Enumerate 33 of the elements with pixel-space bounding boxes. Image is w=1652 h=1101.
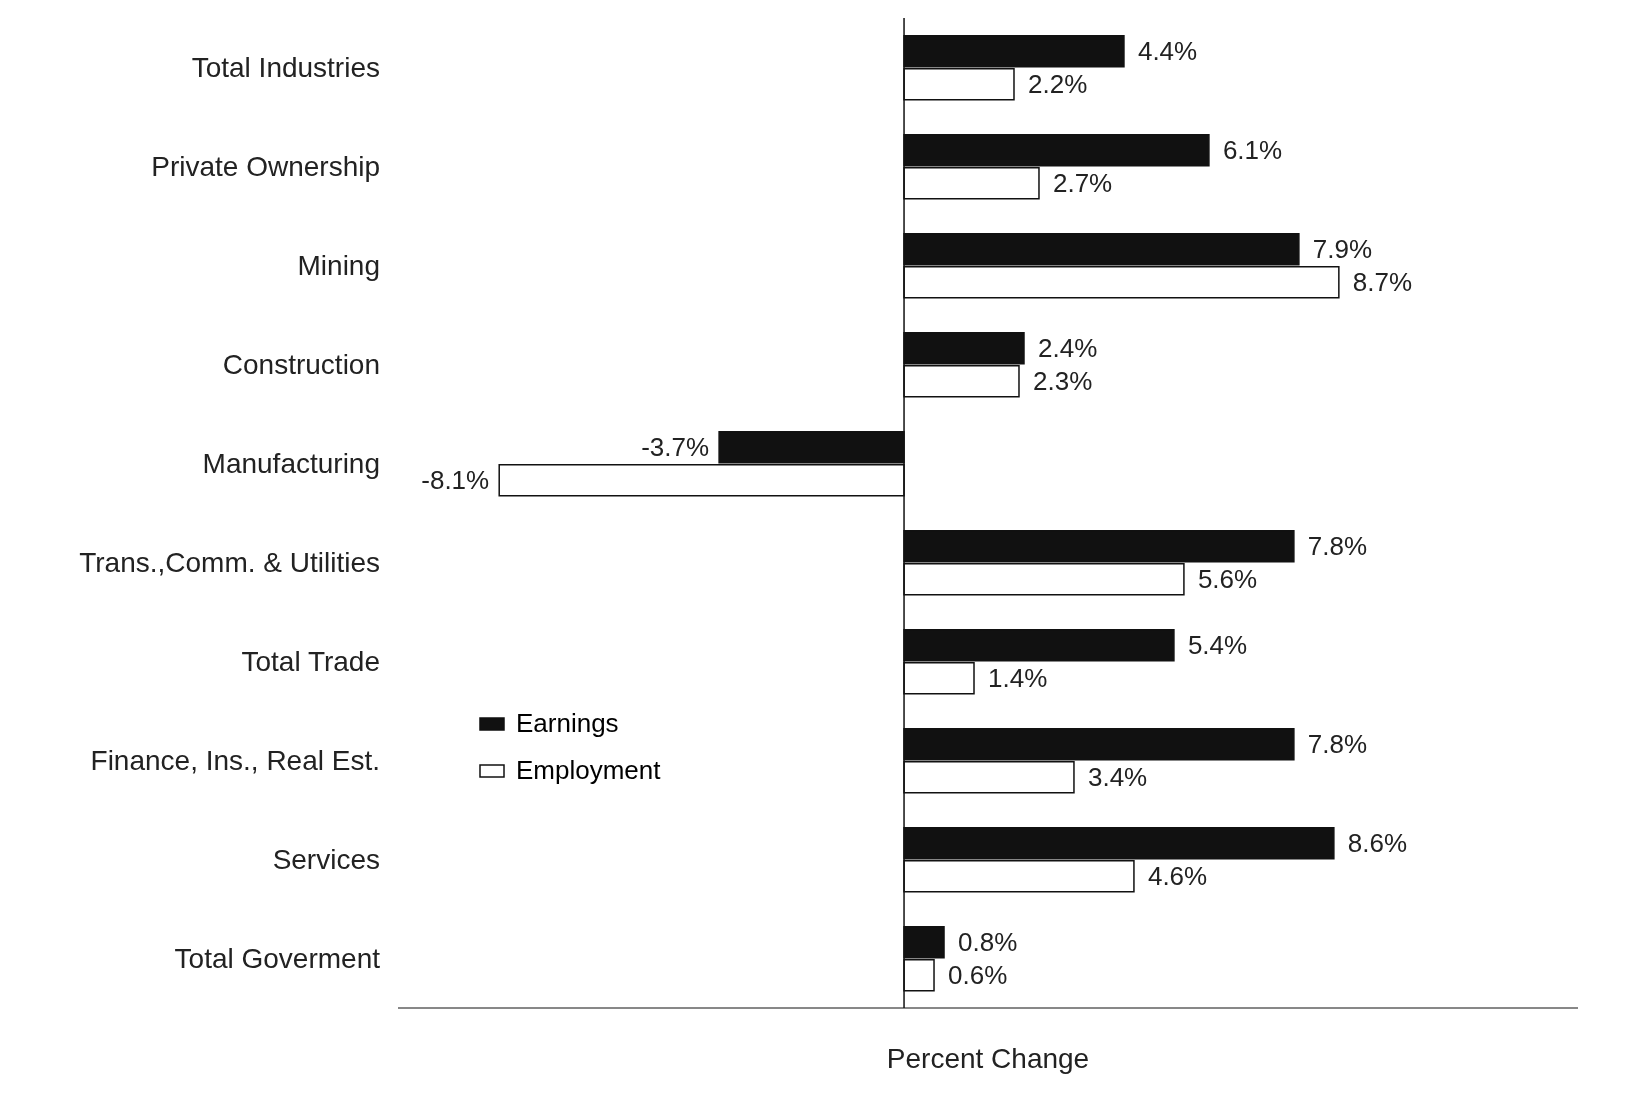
x-axis-title: Percent Change: [886, 1043, 1090, 1074]
data-label: 2.2%: [1027, 69, 1088, 100]
legend-label: Employment: [516, 755, 661, 786]
data-label: 0.6%: [948, 960, 1008, 991]
data-label: 2.4%: [1037, 333, 1098, 364]
data-label: 8.6%: [1347, 828, 1408, 859]
y-tick-label: Total Industries: [191, 52, 380, 84]
y-tick-label: Private Ownership: [151, 151, 380, 183]
y-tick-label: Total Goverment: [174, 943, 381, 975]
data-label: 5.6%: [1197, 564, 1258, 595]
data-label: 2.7%: [1052, 168, 1113, 199]
data-label: 6.1%: [1222, 135, 1283, 166]
legend-label: Earnings: [516, 708, 619, 739]
y-tick-label: Mining: [297, 250, 380, 282]
data-label: 7.9%: [1312, 234, 1373, 265]
y-tick-label: Manufacturing: [202, 448, 380, 480]
data-label: 7.8%: [1307, 531, 1368, 562]
data-label: -8.1%: [421, 465, 490, 496]
data-label: 2.3%: [1032, 366, 1093, 397]
data-label: 5.4%: [1187, 630, 1248, 661]
data-label: 3.4%: [1087, 762, 1148, 793]
y-tick-label: Services: [272, 844, 380, 876]
data-label: 8.7%: [1352, 267, 1413, 298]
y-tick-label: Total Trade: [241, 646, 380, 678]
data-label: 4.6%: [1147, 861, 1208, 892]
data-label: 7.8%: [1307, 729, 1368, 760]
data-label: -3.7%: [641, 432, 710, 463]
y-tick-label: Construction: [222, 349, 380, 381]
data-label: 4.4%: [1137, 36, 1198, 67]
y-tick-label: Trans.,Comm. & Utilities: [79, 547, 380, 579]
data-label: 1.4%: [988, 663, 1048, 694]
data-label: 0.8%: [958, 927, 1018, 958]
y-tick-label: Finance, Ins., Real Est.: [90, 745, 380, 777]
